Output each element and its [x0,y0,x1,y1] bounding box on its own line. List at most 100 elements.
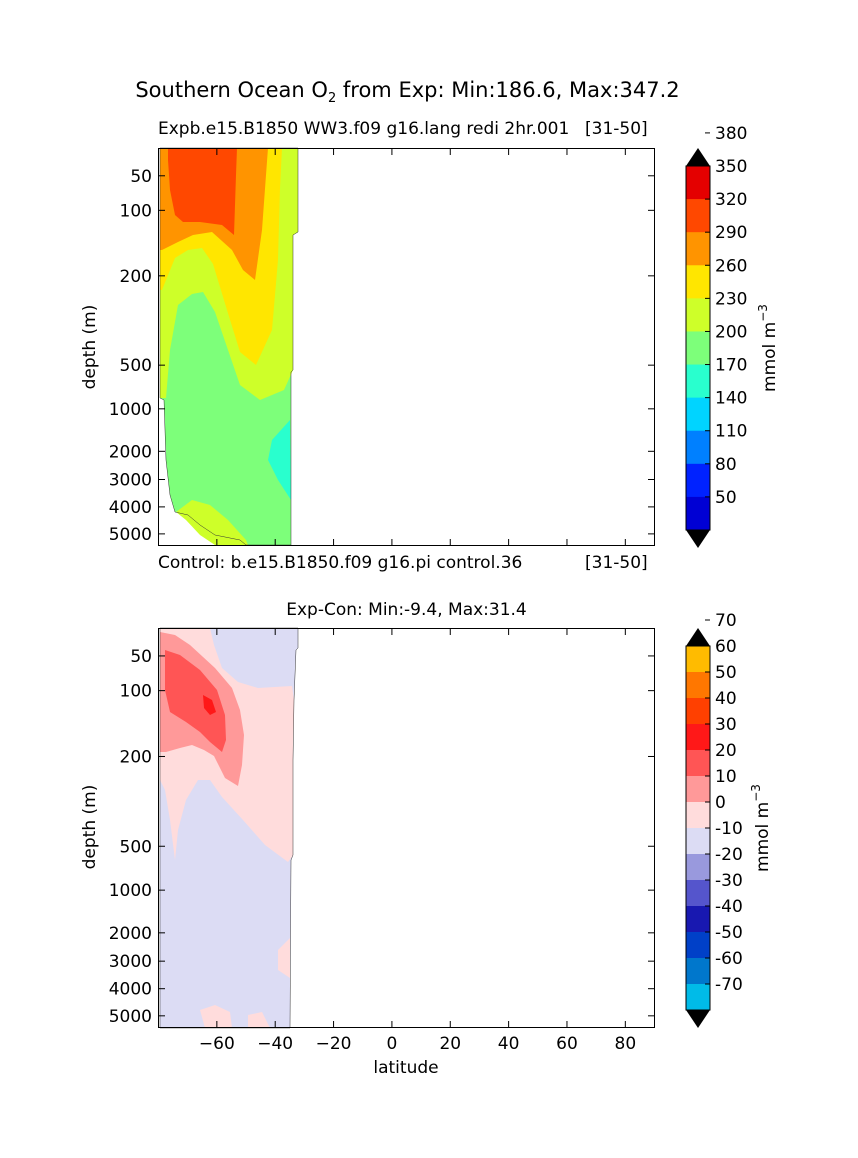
x-tick-label: 60 [556,1034,578,1054]
colorbar-segment [686,331,710,366]
colorbar-tick-label: 260 [715,256,747,276]
colorbar-segment [686,232,710,266]
colorbar-tick-label: -60 [715,949,743,969]
colorbar-segment [686,463,710,498]
colorbar-tick-label: -10 [715,819,743,839]
colorbar-segment [686,199,710,233]
colorbar-segment [686,496,710,531]
colorbar-tick-label: 40 [715,689,737,709]
colorbar-tick-label: 380 [715,124,747,144]
colorbar-tick-label: 30 [715,715,737,735]
colorbar-tick-label: 80 [715,455,737,475]
top-panel-title-range: [31-50] [585,119,648,139]
colorbar-tick-label: 140 [715,389,747,409]
x-tick-label: −20 [316,1034,352,1054]
colorbar-tick-label: 170 [715,356,747,376]
bottom-y-axis-label: depth (m) [80,785,100,870]
bottom-plot-frame [158,628,655,1028]
bottom-y-axis: 50 100 200 500 1000 2000 3000 4000 5000 [109,647,655,1027]
y-tick-label: 2000 [109,924,152,944]
y-tick-label: 4000 [109,980,152,1000]
colorbar-segment [686,854,710,881]
bottom-x-axis-label: latitude [373,1058,438,1078]
bottom-contour-field [159,627,299,1029]
colorbar-tick-label: 320 [715,190,747,210]
y-tick-label: 2000 [109,442,152,462]
colorbar-tick-label: 60 [715,637,737,657]
colorbar-segment [686,958,710,985]
y-tick-label: 500 [120,356,152,376]
y-tick-label: 5000 [109,525,152,545]
colorbar-tick-label: -70 [715,975,743,995]
x-tick-label: −40 [257,1034,293,1054]
colorbar-segment [686,906,710,933]
top-contour-field [159,147,299,546]
colorbar-segment [686,166,710,200]
x-tick-label: 40 [498,1034,520,1054]
y-tick-label: 5000 [109,1007,152,1027]
colorbar-tick-label: 50 [715,488,737,508]
colorbar-segment [686,724,710,751]
colorbar-tick-label: 350 [715,157,747,177]
colorbar-segment [686,880,710,907]
colorbar-tick-label: 230 [715,289,747,309]
colorbar-tick-label: 10 [715,767,737,787]
y-tick-label: 3000 [109,952,152,972]
colorbar-tick-label: 0 [715,793,726,813]
colorbar-segment [686,932,710,959]
control-label: Control: b.e15.B1850.f09 g16.pi control.… [158,553,523,573]
y-tick-label: 1000 [109,881,152,901]
top-colorbar-label: mmol m−3 [756,304,780,392]
x-tick-label: −60 [199,1034,235,1054]
colorbar-tick-label: 110 [715,422,747,442]
colorbar-tick-label: -20 [715,845,743,865]
top-y-axis-label: depth (m) [80,305,100,390]
top-y-axis: 50 100 200 500 1000 2000 3000 4000 5000 [109,148,655,546]
colorbar-extend-min [686,1010,710,1028]
bottom-x-axis: −60 −40 −20 0 20 40 60 80 [199,628,637,1054]
y-tick-label: 4000 [109,498,152,518]
control-range-label: [31-50] [585,553,648,573]
colorbar-segment [686,776,710,803]
colorbar-segment [686,430,710,465]
colorbar-frame [685,165,711,531]
colorbar-tick-label: 20 [715,741,737,761]
y-tick-label: 200 [120,747,152,767]
colorbar-segment [686,364,710,399]
colorbar-tick-label: -40 [715,897,743,917]
bottom-colorbar-label: mmol m−3 [749,784,773,872]
top-colorbar: 50 80 110 140 170 200 230 260 290 320 350 380 [685,124,747,548]
bottom-panel-title: Exp-Con: Min:-9.4, Max:31.4 [286,600,527,620]
top-panel-title: Expb.e15.B1850 WW3.f09 g16.lang redi 2hr… [158,119,570,139]
colorbar-tick-label: -30 [715,871,743,891]
colorbar-segment [686,984,710,1011]
y-tick-label: 1000 [109,400,152,420]
y-tick-label: 50 [130,167,152,187]
colorbar-extend-min [686,530,710,548]
colorbar-segment [686,698,710,725]
colorbar-segment [686,397,710,432]
x-tick-label: 80 [615,1034,637,1054]
y-tick-label: 500 [120,837,152,857]
colorbar-tick-label: 290 [715,223,747,243]
colorbar-tick-label: 70 [715,611,737,631]
colorbar-extend-max [686,628,710,646]
colorbar-segment [686,750,710,777]
colorbar-segment [686,298,710,332]
x-tick-label: 0 [386,1034,397,1054]
colorbar-segment [686,646,710,673]
colorbar-tick-label: -50 [715,923,743,943]
x-tick-label: 20 [439,1034,461,1054]
y-tick-label: 3000 [109,470,152,490]
colorbar-tick-label: 50 [715,663,737,683]
figure-suptitle: Southern Ocean O2 from Exp: Min:186.6, M… [135,78,680,107]
colorbar-segment [686,265,710,299]
top-plot-frame [158,148,655,546]
y-tick-label: 100 [120,201,152,221]
y-tick-label: 100 [120,682,152,702]
bottom-colorbar: -70 -60 -50 -40 -30 -20 -10 0 10 20 30 40 50 60 70 [685,611,743,1028]
y-tick-label: 200 [120,267,152,287]
colorbar-segment [686,828,710,855]
y-tick-label: 50 [130,647,152,667]
